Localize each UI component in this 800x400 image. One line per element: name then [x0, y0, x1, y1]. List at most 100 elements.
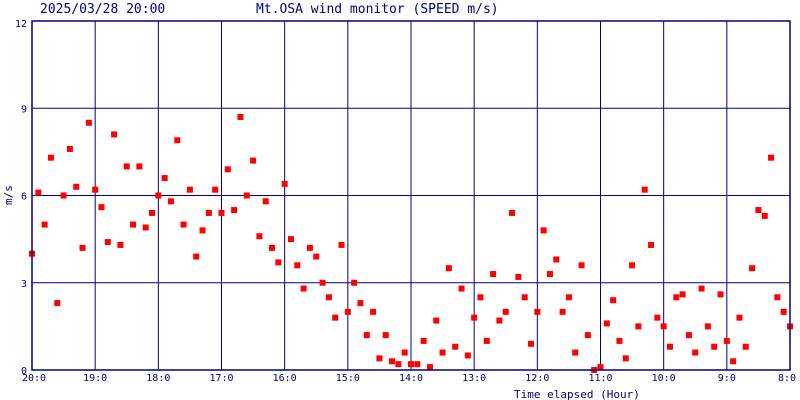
data-point: [313, 253, 320, 260]
data-point: [704, 323, 711, 330]
data-point: [123, 163, 130, 170]
x-axis-label: Time elapsed (Hour): [514, 388, 640, 400]
data-point: [401, 349, 408, 356]
y-tick-label: 12: [15, 19, 27, 30]
data-point: [281, 180, 288, 187]
data-point: [294, 262, 301, 269]
data-point: [565, 294, 572, 301]
data-point: [553, 256, 560, 263]
data-point: [730, 358, 737, 365]
data-point: [35, 189, 42, 196]
data-point: [73, 183, 80, 190]
y-tick-label: 3: [21, 279, 27, 290]
x-tick-label: 8:0: [778, 373, 796, 384]
data-point: [509, 209, 516, 216]
data-point: [142, 224, 149, 231]
data-point: [382, 332, 389, 339]
data-point: [111, 131, 118, 138]
data-point: [256, 233, 263, 240]
y-tick-labels: 0 3 6 9 12: [15, 19, 27, 377]
x-tick-label: 10:0: [652, 373, 676, 384]
data-point: [641, 186, 648, 193]
data-point: [666, 343, 673, 350]
plot-frame: [31, 20, 791, 371]
data-point: [262, 198, 269, 205]
data-point: [635, 323, 642, 330]
data-point: [41, 221, 48, 228]
data-point: [414, 361, 421, 368]
data-point: [445, 265, 452, 272]
data-point: [559, 308, 566, 315]
data-point: [180, 221, 187, 228]
data-point: [521, 294, 528, 301]
data-point: [47, 154, 54, 161]
data-point: [780, 308, 787, 315]
data-point: [439, 349, 446, 356]
data-point: [408, 361, 414, 368]
x-tick-label: 17:0: [209, 373, 233, 384]
data-point: [325, 294, 332, 301]
data-point: [98, 204, 105, 211]
data-point: [174, 137, 181, 144]
data-point: [389, 358, 396, 365]
data-point: [679, 291, 686, 298]
data-point: [490, 271, 497, 278]
data-point: [774, 294, 781, 301]
data-point: [685, 332, 692, 339]
data-point: [149, 209, 156, 216]
data-point: [723, 337, 730, 344]
y-tick-label: 0: [21, 366, 27, 377]
data-point: [193, 253, 200, 260]
data-point: [92, 186, 99, 193]
data-point: [269, 244, 276, 251]
data-point: [212, 186, 219, 193]
data-point: [755, 207, 762, 214]
data-point: [534, 308, 541, 315]
data-point: [698, 285, 705, 292]
data-point: [300, 285, 307, 292]
data-point: [376, 355, 383, 362]
data-point: [395, 361, 402, 368]
data-point: [610, 297, 617, 304]
data-point: [648, 241, 655, 248]
data-point: [761, 212, 768, 219]
y-tick-label: 6: [21, 192, 27, 203]
data-point: [502, 308, 509, 315]
data-point: [572, 349, 579, 356]
data-point: [275, 259, 282, 266]
x-tick-labels: 20:0 19:0 18:0 17:0 16:0 15:0 14:0 13:0 12:0 11:0…: [22, 373, 796, 384]
data-point: [477, 294, 484, 301]
x-tick-label: 11:0: [588, 373, 612, 384]
header-datetime: 2025/03/28 20:00: [40, 2, 165, 17]
data-point: [622, 355, 629, 362]
data-point: [464, 352, 471, 359]
data-point: [199, 227, 206, 234]
y-axis-label: m/s: [2, 185, 15, 205]
data-point: [54, 300, 61, 307]
data-point: [344, 308, 351, 315]
y-tick-label: 9: [21, 104, 27, 115]
data-point: [578, 262, 585, 269]
x-tick-label: 9:0: [718, 373, 736, 384]
data-point: [250, 157, 257, 164]
data-point: [130, 221, 137, 228]
data-point: [237, 113, 244, 120]
data-point: [231, 207, 238, 214]
data-point: [363, 332, 370, 339]
data-point: [426, 364, 433, 371]
data-point: [186, 186, 193, 193]
data-point: [136, 163, 143, 170]
x-tick-label: 14:0: [399, 373, 423, 384]
data-point: [79, 244, 86, 251]
data-point: [736, 314, 743, 321]
data-point: [616, 337, 623, 344]
data-point: [515, 273, 522, 280]
data-point: [104, 239, 111, 246]
data-point: [528, 340, 535, 347]
data-point: [673, 294, 680, 301]
data-point: [85, 119, 92, 126]
data-point: [332, 314, 339, 321]
data-point: [357, 300, 364, 307]
